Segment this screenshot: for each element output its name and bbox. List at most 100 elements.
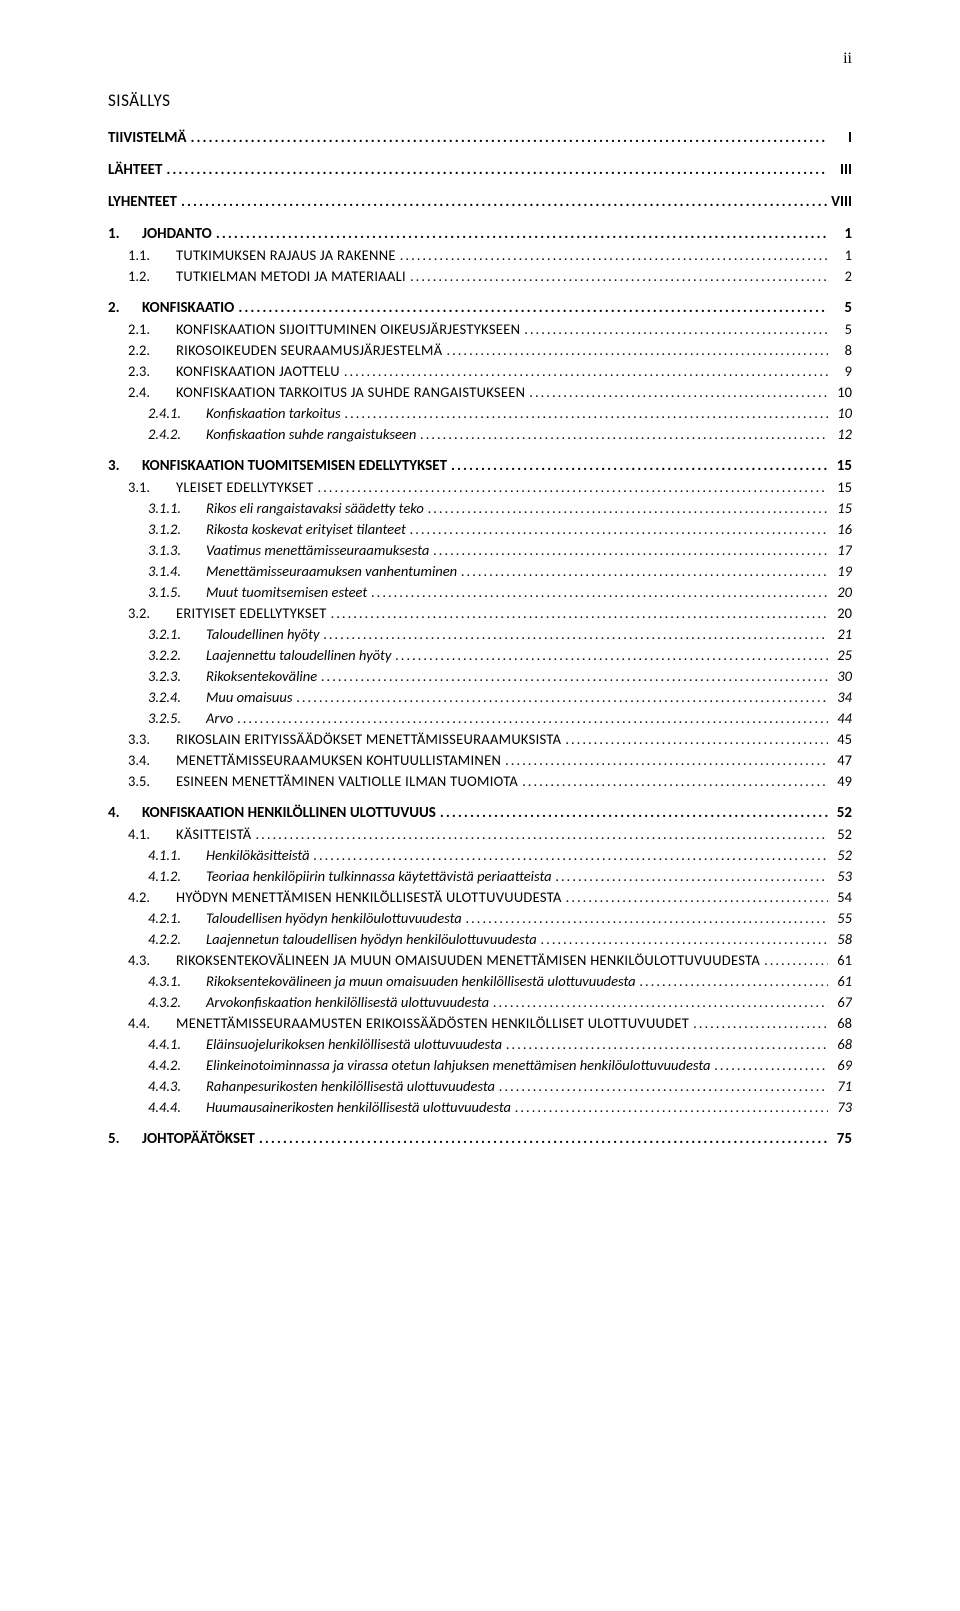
toc-entry[interactable]: 3.2.ERITYISET EDELLYTYKSET20	[108, 604, 852, 622]
toc-entry-page: 75	[832, 1130, 852, 1148]
toc-entry[interactable]: LYHENTEETVIII	[108, 193, 852, 211]
toc-entry[interactable]: 3.2.4.Muu omaisuus34	[108, 688, 852, 706]
toc-entry-label: 5.JOHTOPÄÄTÖKSET	[108, 1130, 255, 1148]
toc-entry-page: 12	[832, 425, 852, 443]
toc-entry-label: 4.1.2.Teoriaa henkilöpiirin tulkinnassa …	[148, 867, 552, 885]
toc-dot-leader	[714, 1056, 828, 1074]
toc-entry[interactable]: 5.JOHTOPÄÄTÖKSET 75	[108, 1130, 852, 1148]
toc-dot-leader	[317, 478, 828, 496]
toc-entry[interactable]: 4.3.2.Arvokonfiskaation henkilöllisestä …	[108, 993, 852, 1011]
toc-entry-text: MENETTÄMISSEURAAMUSTEN ERIKOISSÄÄDÖSTEN …	[176, 1014, 689, 1032]
toc-entry-label: 2.1.KONFISKAATION SIJOITTUMINEN OIKEUSJÄ…	[128, 320, 520, 338]
toc-entry[interactable]: 4.3.1.Rikoksentekovälineen ja muun omais…	[108, 972, 852, 990]
toc-page: ii SISÄLLYS TIIVISTELMÄILÄHTEETIIILYHENT…	[0, 0, 960, 1611]
toc-entry[interactable]: 2.4.1.Konfiskaation tarkoitus10	[108, 404, 852, 422]
toc-entry[interactable]: 3.KONFISKAATION TUOMITSEMISEN EDELLYTYKS…	[108, 457, 852, 475]
toc-entry-number: 3.	[108, 457, 142, 475]
toc-entry-label: 4.4.2.Elinkeinotoiminnassa ja virassa ot…	[148, 1056, 710, 1074]
toc-entry[interactable]: 3.2.1.Taloudellinen hyöty21	[108, 625, 852, 643]
toc-entry-label: 1.1.TUTKIMUKSEN RAJAUS JA RAKENNE	[128, 246, 396, 264]
toc-entry-text: LYHENTEET	[108, 193, 177, 211]
toc-entry-number: 3.2.1.	[148, 625, 206, 643]
toc-entry[interactable]: 2.KONFISKAATIO5	[108, 299, 852, 317]
toc-entry-page: 58	[832, 930, 852, 948]
toc-entry-label: 3.2.2.Laajennettu taloudellinen hyöty	[148, 646, 391, 664]
toc-entry[interactable]: 3.1.2.Rikosta koskevat erityiset tilante…	[108, 520, 852, 538]
toc-entry[interactable]: 4.4.1.Eläinsuojelurikoksen henkilöllises…	[108, 1035, 852, 1053]
toc-entry-number: 4.3.1.	[148, 972, 206, 990]
toc-entry-page: 16	[832, 520, 852, 538]
toc-dot-leader	[451, 457, 828, 475]
toc-entry[interactable]: 3.2.3.Rikoksentekoväline30	[108, 667, 852, 685]
toc-entry-page: 17	[832, 541, 852, 559]
toc-entry-label: 3.2.1.Taloudellinen hyöty	[148, 625, 319, 643]
toc-entry[interactable]: 4.4.2.Elinkeinotoiminnassa ja virassa ot…	[108, 1056, 852, 1074]
toc-entry-text: Vaatimus menettämisseuraamuksesta	[206, 541, 429, 559]
toc-entry-label: 2.2.RIKOSOIKEUDEN SEURAAMUSJÄRJESTELMÄ	[128, 341, 442, 359]
toc-entry[interactable]: 3.2.5.Arvo44	[108, 709, 852, 727]
toc-entry-text: Laajennetun taloudellisen hyödyn henkilö…	[206, 930, 537, 948]
toc-entry[interactable]: 3.4.MENETTÄMISSEURAAMUKSEN KOHTUULLISTAM…	[108, 751, 852, 769]
toc-entry[interactable]: 4.1.1.Henkilökäsitteistä52	[108, 846, 852, 864]
toc-entry-text: Menettämisseuraamuksen vanhentuminen	[206, 562, 457, 580]
toc-entry-number: 1.2.	[128, 267, 176, 285]
toc-entry-text: Henkilökäsitteistä	[206, 846, 310, 864]
toc-entry[interactable]: 3.3.RIKOSLAIN ERITYISSÄÄDÖKSET MENETTÄMI…	[108, 730, 852, 748]
toc-entry-page: 54	[832, 888, 852, 906]
toc-entry-number: 3.4.	[128, 751, 176, 769]
toc-entry[interactable]: 3.1.1.Rikos eli rangaistavaksi säädetty …	[108, 499, 852, 517]
toc-entry[interactable]: 2.4.2.Konfiskaation suhde rangaistukseen…	[108, 425, 852, 443]
toc-entry[interactable]: 2.1.KONFISKAATION SIJOITTUMINEN OIKEUSJÄ…	[108, 320, 852, 338]
toc-entry[interactable]: 4.1.KÄSITTEISTÄ52	[108, 825, 852, 843]
toc-entry[interactable]: 3.2.2.Laajennettu taloudellinen hyöty 25	[108, 646, 852, 664]
toc-entry[interactable]: 1.JOHDANTO1	[108, 225, 852, 243]
toc-entry[interactable]: LÄHTEETIII	[108, 161, 852, 179]
toc-entry-number: 3.1.	[128, 478, 176, 496]
toc-entry-number: 3.1.4.	[148, 562, 206, 580]
toc-entry[interactable]: 3.5.ESINEEN MENETTÄMINEN VALTIOLLE ILMAN…	[108, 772, 852, 790]
toc-entry-page: 5	[832, 320, 852, 338]
toc-entry-page: 20	[832, 583, 852, 601]
toc-entry[interactable]: 2.2.RIKOSOIKEUDEN SEURAAMUSJÄRJESTELMÄ8	[108, 341, 852, 359]
toc-entry[interactable]: 3.1.4.Menettämisseuraamuksen vanhentumin…	[108, 562, 852, 580]
toc-entry-number: 2.4.1.	[148, 404, 206, 422]
toc-entry-number: 4.4.3.	[148, 1077, 206, 1095]
toc-entry-label: 2.4.KONFISKAATION TARKOITUS JA SUHDE RAN…	[128, 383, 525, 401]
toc-dot-leader	[466, 909, 828, 927]
toc-dot-leader	[191, 129, 828, 147]
toc-entry[interactable]: 4.4.4.Huumausainerikosten henkilöllisest…	[108, 1098, 852, 1116]
toc-entry[interactable]: 3.1.YLEISET EDELLYTYKSET15	[108, 478, 852, 496]
toc-dot-leader	[428, 499, 828, 517]
toc-entry[interactable]: 4.2.2.Laajennetun taloudellisen hyödyn h…	[108, 930, 852, 948]
toc-entry[interactable]: 3.1.5.Muut tuomitsemisen esteet20	[108, 583, 852, 601]
toc-entry[interactable]: 4.4.3.Rahanpesurikosten henkilöllisestä …	[108, 1077, 852, 1095]
toc-entry-label: 1.JOHDANTO	[108, 225, 212, 243]
toc-entry[interactable]: 4.1.2.Teoriaa henkilöpiirin tulkinnassa …	[108, 867, 852, 885]
toc-entry-text: TUTKIELMAN METODI JA MATERIAALI	[176, 267, 406, 285]
toc-entry-label: 3.4.MENETTÄMISSEURAAMUKSEN KOHTUULLISTAM…	[128, 751, 501, 769]
toc-entry[interactable]: 2.3.KONFISKAATION JAOTTELU9	[108, 362, 852, 380]
toc-entry[interactable]: 2.4.KONFISKAATION TARKOITUS JA SUHDE RAN…	[108, 383, 852, 401]
toc-entry[interactable]: 4.2.HYÖDYN MENETTÄMISEN HENKILÖLLISESTÄ …	[108, 888, 852, 906]
toc-dot-leader	[237, 709, 828, 727]
toc-entry-label: 4.2.1.Taloudellisen hyödyn henkilöulottu…	[148, 909, 462, 927]
toc-entry[interactable]: 3.1.3.Vaatimus menettämisseuraamuksesta1…	[108, 541, 852, 559]
toc-entry-text: Rikoksentekoväline	[206, 667, 317, 685]
toc-entry[interactable]: 1.1.TUTKIMUKSEN RAJAUS JA RAKENNE1	[108, 246, 852, 264]
toc-dot-leader	[400, 246, 828, 264]
toc-entry[interactable]: 1.2.TUTKIELMAN METODI JA MATERIAALI 2	[108, 267, 852, 285]
toc-entry[interactable]: 4.KONFISKAATION HENKILÖLLINEN ULOTTUVUUS…	[108, 804, 852, 822]
toc-entry-page: 2	[832, 267, 852, 285]
toc-dot-leader	[410, 267, 828, 285]
toc-entry[interactable]: 4.3.RIKOKSENTEKOVÄLINEEN JA MUUN OMAISUU…	[108, 951, 852, 969]
toc-entry-page: 47	[832, 751, 852, 769]
toc-entry-number: 4.3.	[128, 951, 176, 969]
toc-entry[interactable]: TIIVISTELMÄI	[108, 129, 852, 147]
toc-entry-text: RIKOKSENTEKOVÄLINEEN JA MUUN OMAISUUDEN …	[176, 951, 760, 969]
toc-entry[interactable]: 4.2.1.Taloudellisen hyödyn henkilöulottu…	[108, 909, 852, 927]
toc-entry[interactable]: 4.4.MENETTÄMISSEURAAMUSTEN ERIKOISSÄÄDÖS…	[108, 1014, 852, 1032]
toc-entry-page: 25	[832, 646, 852, 664]
toc-entry-number: 4.4.2.	[148, 1056, 206, 1074]
toc-entry-text: JOHDANTO	[142, 225, 212, 243]
toc-dot-leader	[566, 888, 828, 906]
